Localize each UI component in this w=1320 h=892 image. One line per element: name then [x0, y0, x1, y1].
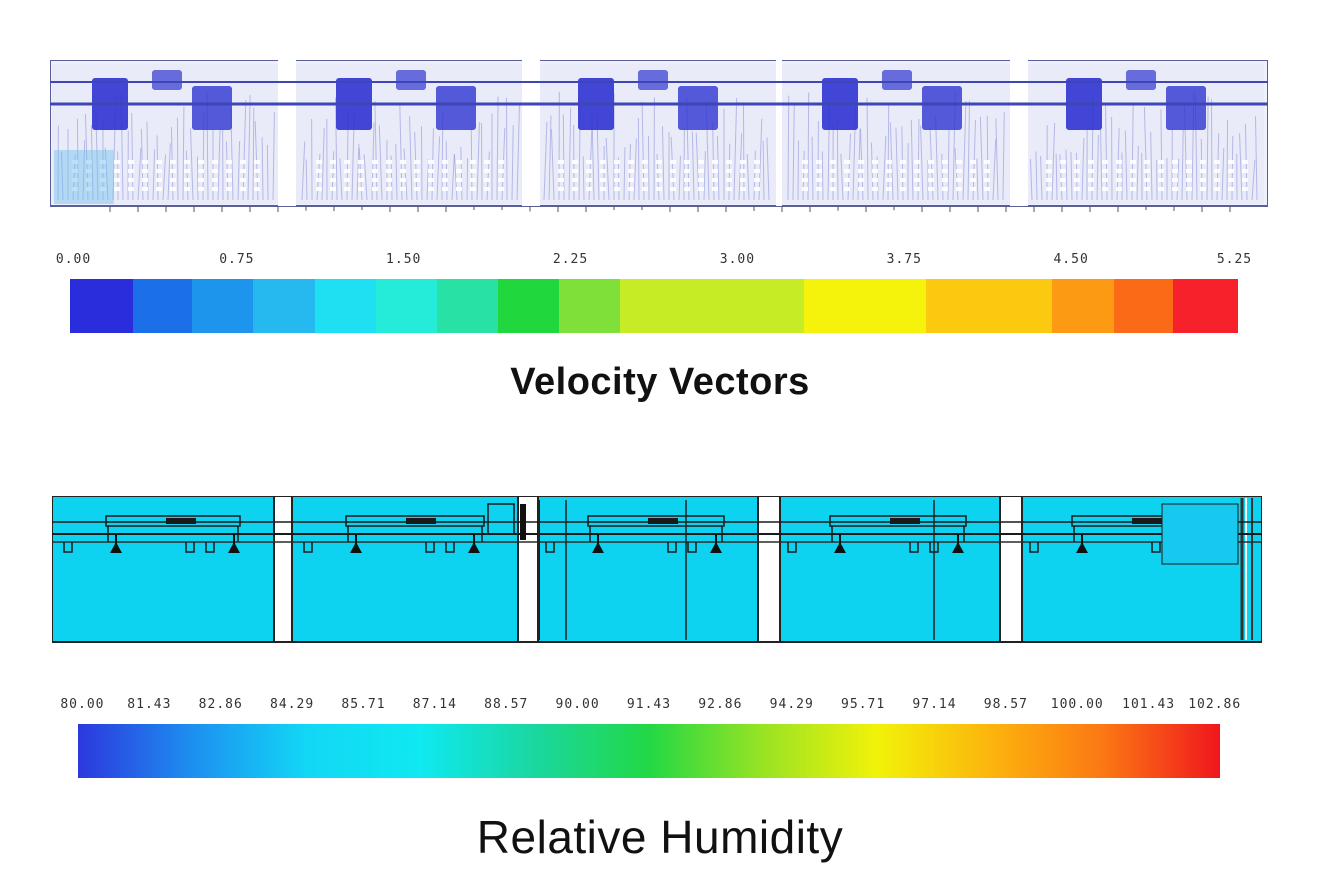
- velocity-colorbar-segment: [1113, 279, 1173, 333]
- velocity-colorbar-segment: [436, 279, 498, 333]
- humidity-tick-labels: 80.00 81.43 82.86 84.29 85.71 87.14 88.57 90.00…: [60, 697, 1240, 717]
- humidity-tick-label: 94.29: [769, 697, 814, 712]
- velocity-tick-label: 0.00: [55, 252, 92, 267]
- humidity-nozzle: [468, 542, 480, 553]
- humidity-nozzle: [592, 542, 604, 553]
- humidity-tick-label: 88.57: [484, 697, 529, 712]
- humidity-tick-label: 95.71: [841, 697, 886, 712]
- humidity-nozzle: [1076, 542, 1088, 553]
- humidity-bracket: [445, 542, 455, 553]
- humidity-truss: [105, 515, 241, 527]
- humidity-bracket: [545, 542, 555, 553]
- humidity-tick-label: 84.29: [270, 697, 315, 712]
- velocity-column: [522, 60, 540, 206]
- humidity-nozzle: [834, 542, 846, 553]
- velocity-bay: [1026, 64, 1264, 204]
- velocity-colorbar-segment: [559, 279, 621, 333]
- velocity-bay: [538, 64, 776, 204]
- humidity-column: [999, 496, 1023, 643]
- humidity-tick-label: 101.43: [1122, 697, 1176, 712]
- humidity-field: [52, 496, 1262, 643]
- velocity-colorbar-segment: [497, 279, 560, 333]
- humidity-column: [757, 496, 781, 643]
- velocity-colorbar-segment: [1172, 279, 1238, 333]
- humidity-tick-label: 82.86: [198, 697, 243, 712]
- humidity-tick-label: 97.14: [912, 697, 957, 712]
- humidity-bracket: [929, 542, 939, 553]
- velocity-colorbar-segment: [70, 279, 134, 333]
- velocity-colorbar-segment: [253, 279, 315, 333]
- velocity-tick-labels: 0.00 0.75 1.50 2.25 3.00 3.75 4.50 5.25: [56, 252, 1251, 272]
- humidity-bay: [787, 515, 967, 553]
- humidity-tick-label: 92.86: [698, 697, 743, 712]
- humidity-tick-label: 91.43: [626, 697, 672, 712]
- humidity-bay: [303, 503, 515, 553]
- humidity-colorbar: [78, 724, 1220, 778]
- velocity-tick-label: 4.50: [1053, 252, 1089, 267]
- humidity-bay: [545, 515, 725, 553]
- humidity-bracket: [185, 542, 195, 553]
- humidity-bracket: [303, 542, 313, 553]
- humidity-tick-label: 90.00: [555, 697, 600, 712]
- velocity-column: [1010, 60, 1028, 206]
- humidity-tick-label: 81.43: [127, 697, 172, 712]
- humidity-bay: [63, 515, 241, 553]
- humidity-truss: [345, 515, 485, 527]
- velocity-colorbar-segment: [133, 279, 193, 333]
- humidity-post: [520, 504, 526, 540]
- humidity-tick-label: 100.00: [1050, 697, 1104, 712]
- velocity-colorbar-segment: [620, 279, 682, 333]
- humidity-frame: [52, 496, 1262, 643]
- velocity-colorbar-segment: [803, 279, 926, 333]
- humidity-bracket: [687, 542, 697, 553]
- velocity-tick-label: 2.25: [552, 252, 589, 267]
- humidity-tick-label: 87.14: [412, 697, 457, 712]
- humidity-tick-label: 80.00: [60, 697, 105, 712]
- humidity-column: [273, 496, 293, 643]
- humidity-nozzle: [952, 542, 964, 553]
- velocity-colorbar-segment: [314, 279, 376, 333]
- velocity-title: Velocity Vectors: [510, 361, 810, 403]
- humidity-bracket: [205, 542, 215, 553]
- humidity-bracket: [1029, 542, 1039, 553]
- velocity-colorbar-segment: [925, 279, 1053, 333]
- humidity-bracket: [787, 542, 797, 553]
- velocity-colorbar-segment: [681, 279, 804, 333]
- velocity-column: [776, 60, 782, 206]
- humidity-nozzle: [228, 542, 240, 553]
- humidity-tick-label: 85.71: [341, 697, 386, 712]
- velocity-colorbar-segment: [375, 279, 437, 333]
- velocity-bay: [296, 64, 522, 204]
- velocity-bay: [52, 64, 278, 204]
- humidity-tick-label: 98.57: [983, 697, 1028, 712]
- humidity-truss: [829, 515, 967, 527]
- velocity-tick-label: 0.75: [219, 252, 255, 267]
- humidity-nozzle: [710, 542, 722, 553]
- velocity-colorbar-segment: [192, 279, 254, 333]
- velocity-tick-label: 5.25: [1216, 252, 1253, 267]
- humidity-nozzle: [110, 542, 122, 553]
- velocity-tick-label: 3.75: [886, 252, 922, 267]
- velocity-column: [278, 60, 296, 206]
- velocity-colorbar-segment: [1052, 279, 1114, 333]
- humidity-title: Relative Humidity: [476, 811, 844, 863]
- humidity-bracket: [667, 542, 677, 553]
- humidity-bracket: [909, 542, 919, 553]
- humidity-tick-label: 102.86: [1188, 697, 1242, 712]
- humidity-truss: [587, 515, 725, 527]
- humidity-bracket: [63, 542, 73, 553]
- humidity-nozzle: [350, 542, 362, 553]
- humidity-bay: [1029, 503, 1239, 565]
- velocity-tick-label: 3.00: [719, 252, 756, 267]
- humidity-bracket: [425, 542, 435, 553]
- velocity-tick-label: 1.50: [386, 252, 422, 267]
- humidity-bracket: [1151, 542, 1161, 553]
- velocity-colorbar: [70, 279, 1238, 333]
- velocity-vector-field: [50, 60, 1268, 212]
- velocity-bay: [782, 64, 1010, 204]
